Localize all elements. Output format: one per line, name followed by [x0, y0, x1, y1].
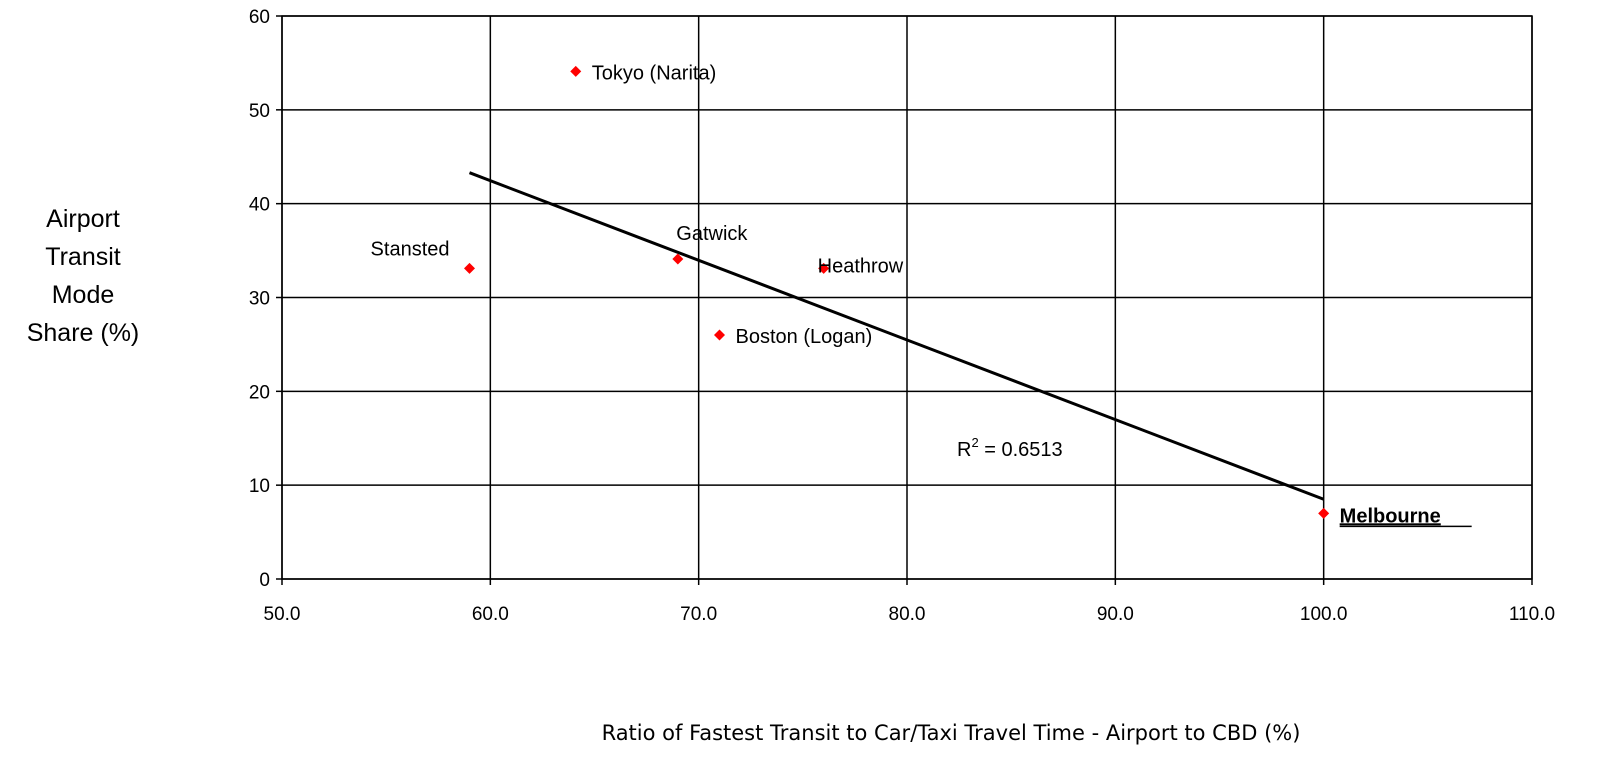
r-squared-label: R2 = 0.6513 [957, 435, 1063, 461]
x-tick-label: 90.0 [1097, 604, 1134, 625]
trendline [468, 171, 1325, 501]
y-tick-label: 30 [249, 289, 270, 310]
y-axis-label-line: Mode [52, 281, 115, 309]
y-tick-label: 40 [249, 195, 270, 216]
y-tick-label: 50 [249, 101, 270, 122]
data-point-marker [1318, 507, 1330, 519]
x-axis-label: Ratio of Fastest Transit to Car/Taxi Tra… [602, 721, 1301, 745]
data-point-marker [570, 65, 582, 77]
y-tick-label: 20 [249, 382, 270, 403]
data-point-label: Gatwick [676, 223, 748, 245]
data-point-marker [818, 262, 830, 274]
y-axis-label: Airport Transit Mode Share (%) [27, 205, 140, 347]
y-axis-label-line: Transit [45, 243, 121, 271]
y-tick-label: 10 [249, 476, 270, 497]
axes [276, 15, 1533, 585]
y-axis-label-line: Airport [46, 205, 120, 233]
data-point-marker [464, 262, 475, 274]
data-point-label: Heathrow [818, 255, 904, 277]
data-point-marker [672, 253, 684, 265]
data-point-label: Boston (Logan) [736, 326, 873, 348]
y-tick-label: 60 [249, 7, 270, 28]
x-tick-label: 110.0 [1509, 604, 1555, 625]
data-point-label: Stansted [371, 238, 450, 260]
x-tick-label: 60.0 [472, 604, 509, 625]
data-point-marker [714, 329, 725, 341]
data-point-label: Tokyo (Narita) [592, 62, 716, 84]
data-points [464, 65, 1330, 519]
y-tick-label: 0 [259, 570, 270, 591]
point-labels: Tokyo (Narita) Stansted Gatwick Heathrow Bos… [371, 62, 1472, 527]
data-point-label: Melbourne [1340, 505, 1441, 527]
x-tick-label: 50.0 [264, 604, 301, 625]
tick-labels: 50.0 60.0 70.0 80.0 90.0 100.0 110.0 0 10 20 30 40 5… [249, 7, 1555, 625]
x-tick-label: 80.0 [889, 604, 926, 625]
x-tick-label: 70.0 [680, 604, 717, 625]
x-tick-label: 100.0 [1300, 604, 1348, 625]
y-axis-label-line: Share (%) [27, 319, 140, 347]
